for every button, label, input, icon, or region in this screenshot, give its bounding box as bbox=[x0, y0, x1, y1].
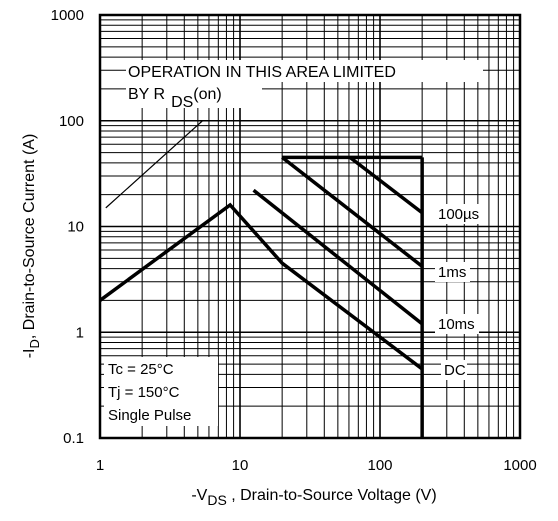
x-tick-label: 10 bbox=[232, 457, 249, 474]
rds-limit-annotation-line2: BY R DS(on) bbox=[128, 86, 222, 111]
series-line-1ms bbox=[281, 156, 424, 268]
condition-single-pulse: Single Pulse bbox=[108, 407, 191, 424]
y-axis-label-subscript: D bbox=[27, 339, 42, 348]
series-line-100s bbox=[348, 156, 424, 215]
x-axis-label: -VDS , Drain-to-Source Voltage (V) bbox=[191, 487, 436, 508]
x-axis-label-subscript: DS bbox=[207, 492, 226, 508]
x-tick-label: 100 bbox=[367, 457, 392, 474]
series-label: DC bbox=[444, 362, 466, 379]
series-label: 100µs bbox=[438, 206, 479, 223]
x-axis-label-suffix: , Drain-to-Source Voltage (V) bbox=[227, 487, 437, 504]
rds-text-suffix: (on) bbox=[193, 86, 221, 103]
rds-limit-annotation-line1: OPERATION IN THIS AREA LIMITED bbox=[128, 64, 396, 81]
y-axis-label-suffix: , Drain-to-Source Current (A) bbox=[21, 134, 38, 339]
y-axis-label-prefix: -I bbox=[21, 349, 38, 359]
rds-on-limit-line bbox=[105, 120, 203, 209]
series-label-background bbox=[435, 204, 488, 224]
chart-labels: 1 10 100 1000 0.1 1 10 100 1000 100µs 1ms 10ms DC bbox=[51, 7, 537, 474]
y-tick-label: 100 bbox=[59, 113, 84, 130]
x-axis-label-prefix: -V bbox=[191, 487, 207, 504]
series-label: 10ms bbox=[438, 316, 475, 333]
series-line-DC bbox=[98, 202, 424, 371]
series-line-10ms bbox=[252, 188, 424, 326]
series-label-background bbox=[435, 314, 479, 334]
rds-text-subscript: DS bbox=[171, 94, 193, 111]
y-tick-label: 10 bbox=[67, 219, 84, 236]
y-axis-label: -ID, Drain-to-Source Current (A) bbox=[21, 134, 42, 359]
conditions-background bbox=[104, 357, 218, 426]
rds-annotation-background bbox=[126, 60, 483, 82]
condition-temperature-junction: Tj = 150°C bbox=[108, 384, 180, 401]
rds-text-prefix: BY R bbox=[128, 86, 165, 103]
rds-annotation-background bbox=[126, 82, 262, 108]
y-tick-label: 1000 bbox=[51, 7, 84, 24]
plot-frame bbox=[98, 13, 522, 440]
condition-temperature-case: Tc = 25°C bbox=[108, 361, 174, 378]
x-tick-label: 1000 bbox=[503, 457, 536, 474]
y-tick-label: 0.1 bbox=[63, 430, 84, 447]
series-label-background bbox=[441, 360, 467, 380]
series-label: 1ms bbox=[438, 264, 466, 281]
chart-axes bbox=[98, 13, 522, 440]
x-tick-label: 1 bbox=[96, 457, 104, 474]
chart-series bbox=[98, 120, 424, 438]
series-label-background bbox=[435, 262, 470, 282]
y-tick-label: 1 bbox=[76, 324, 84, 341]
